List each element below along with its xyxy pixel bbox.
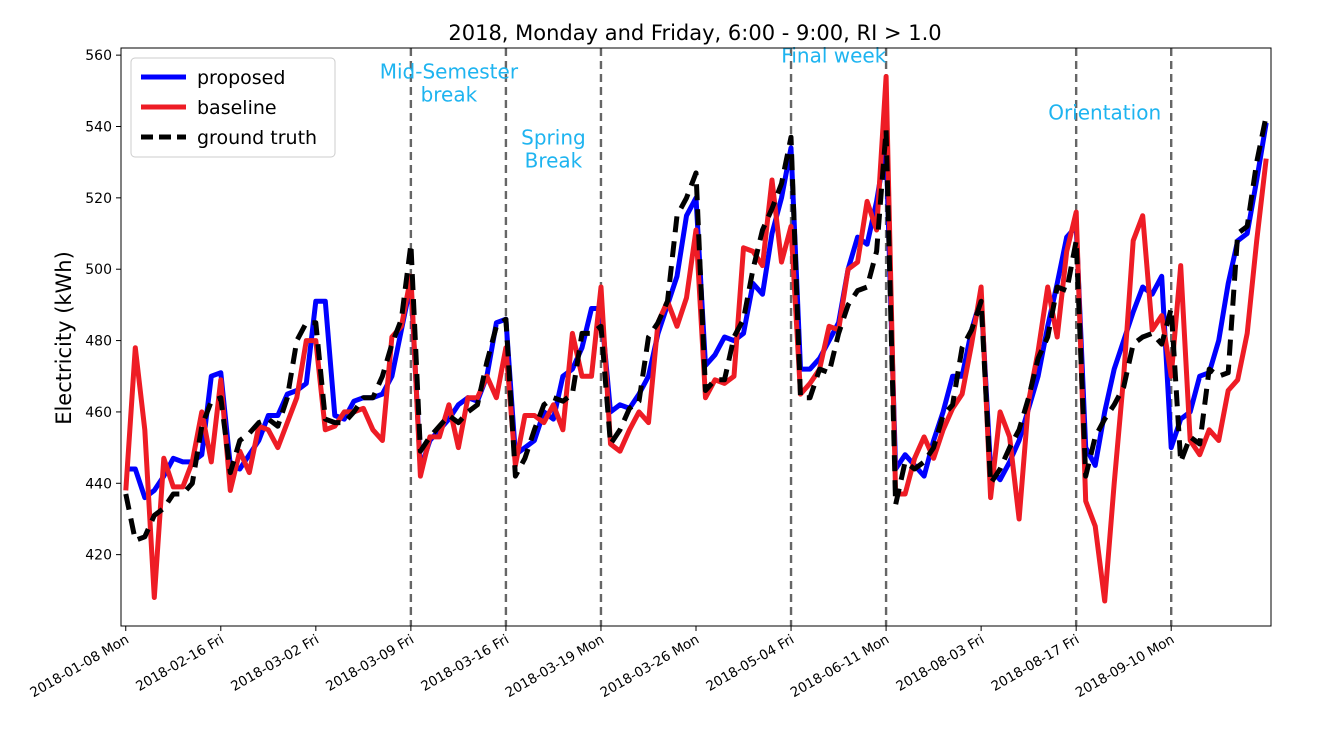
legend-label: baseline — [197, 97, 277, 119]
x-tick-label: 2018-03-16 Fri — [418, 632, 512, 695]
event-annotation: Orientation — [1048, 100, 1161, 124]
y-axis-label: Electricity (kWh) — [52, 251, 76, 425]
x-tick-label: 2018-06-11 Mon — [788, 632, 892, 701]
x-tick-label: 2018-01-08 Mon — [27, 632, 131, 701]
y-tick-label: 420 — [85, 548, 112, 564]
y-tick-label: 560 — [85, 48, 112, 64]
series-line — [123, 115, 1269, 543]
event-annotation: Mid-Semester break — [380, 59, 519, 106]
legend: proposed baseline ground truth — [130, 57, 336, 158]
y-tick-label: 440 — [85, 476, 112, 492]
x-tick-label: 2018-05-04 Fri — [703, 632, 797, 695]
legend-box — [130, 57, 336, 158]
chart-title: 2018, Monday and Friday, 6:00 - 9:00, RI… — [448, 21, 941, 45]
x-tick-label: 2018-02-16 Fri — [133, 632, 227, 695]
x-tick-label: 2018-08-03 Fri — [894, 632, 988, 695]
legend-label: ground truth — [197, 127, 317, 149]
event-annotation: Spring Break — [521, 125, 586, 172]
x-tick-label: 2018-08-17 Fri — [989, 632, 1083, 695]
event-annotation: Final week — [781, 43, 886, 67]
y-tick-label: 540 — [85, 119, 112, 135]
y-tick-label: 500 — [85, 262, 112, 278]
series-line — [123, 74, 1269, 604]
y-axis: 420 440 460 480 500 520 540 560 — [85, 48, 121, 564]
x-axis: 2018-01-08 Mon 2018-02-16 Fri 2018-03-02 F… — [27, 626, 1177, 701]
x-tick-label: 2018-09-10 Mon — [1073, 632, 1177, 701]
legend-label: proposed — [197, 67, 285, 89]
y-tick-label: 520 — [85, 191, 112, 207]
series-lines — [123, 74, 1269, 604]
x-tick-label: 2018-03-02 Fri — [228, 632, 322, 695]
x-tick-label: 2018-03-19 Mon — [503, 632, 607, 701]
x-tick-label: 2018-03-26 Mon — [598, 632, 702, 701]
y-tick-label: 480 — [85, 334, 112, 350]
y-tick-label: 460 — [85, 405, 112, 421]
x-tick-label: 2018-03-09 Fri — [323, 632, 417, 695]
